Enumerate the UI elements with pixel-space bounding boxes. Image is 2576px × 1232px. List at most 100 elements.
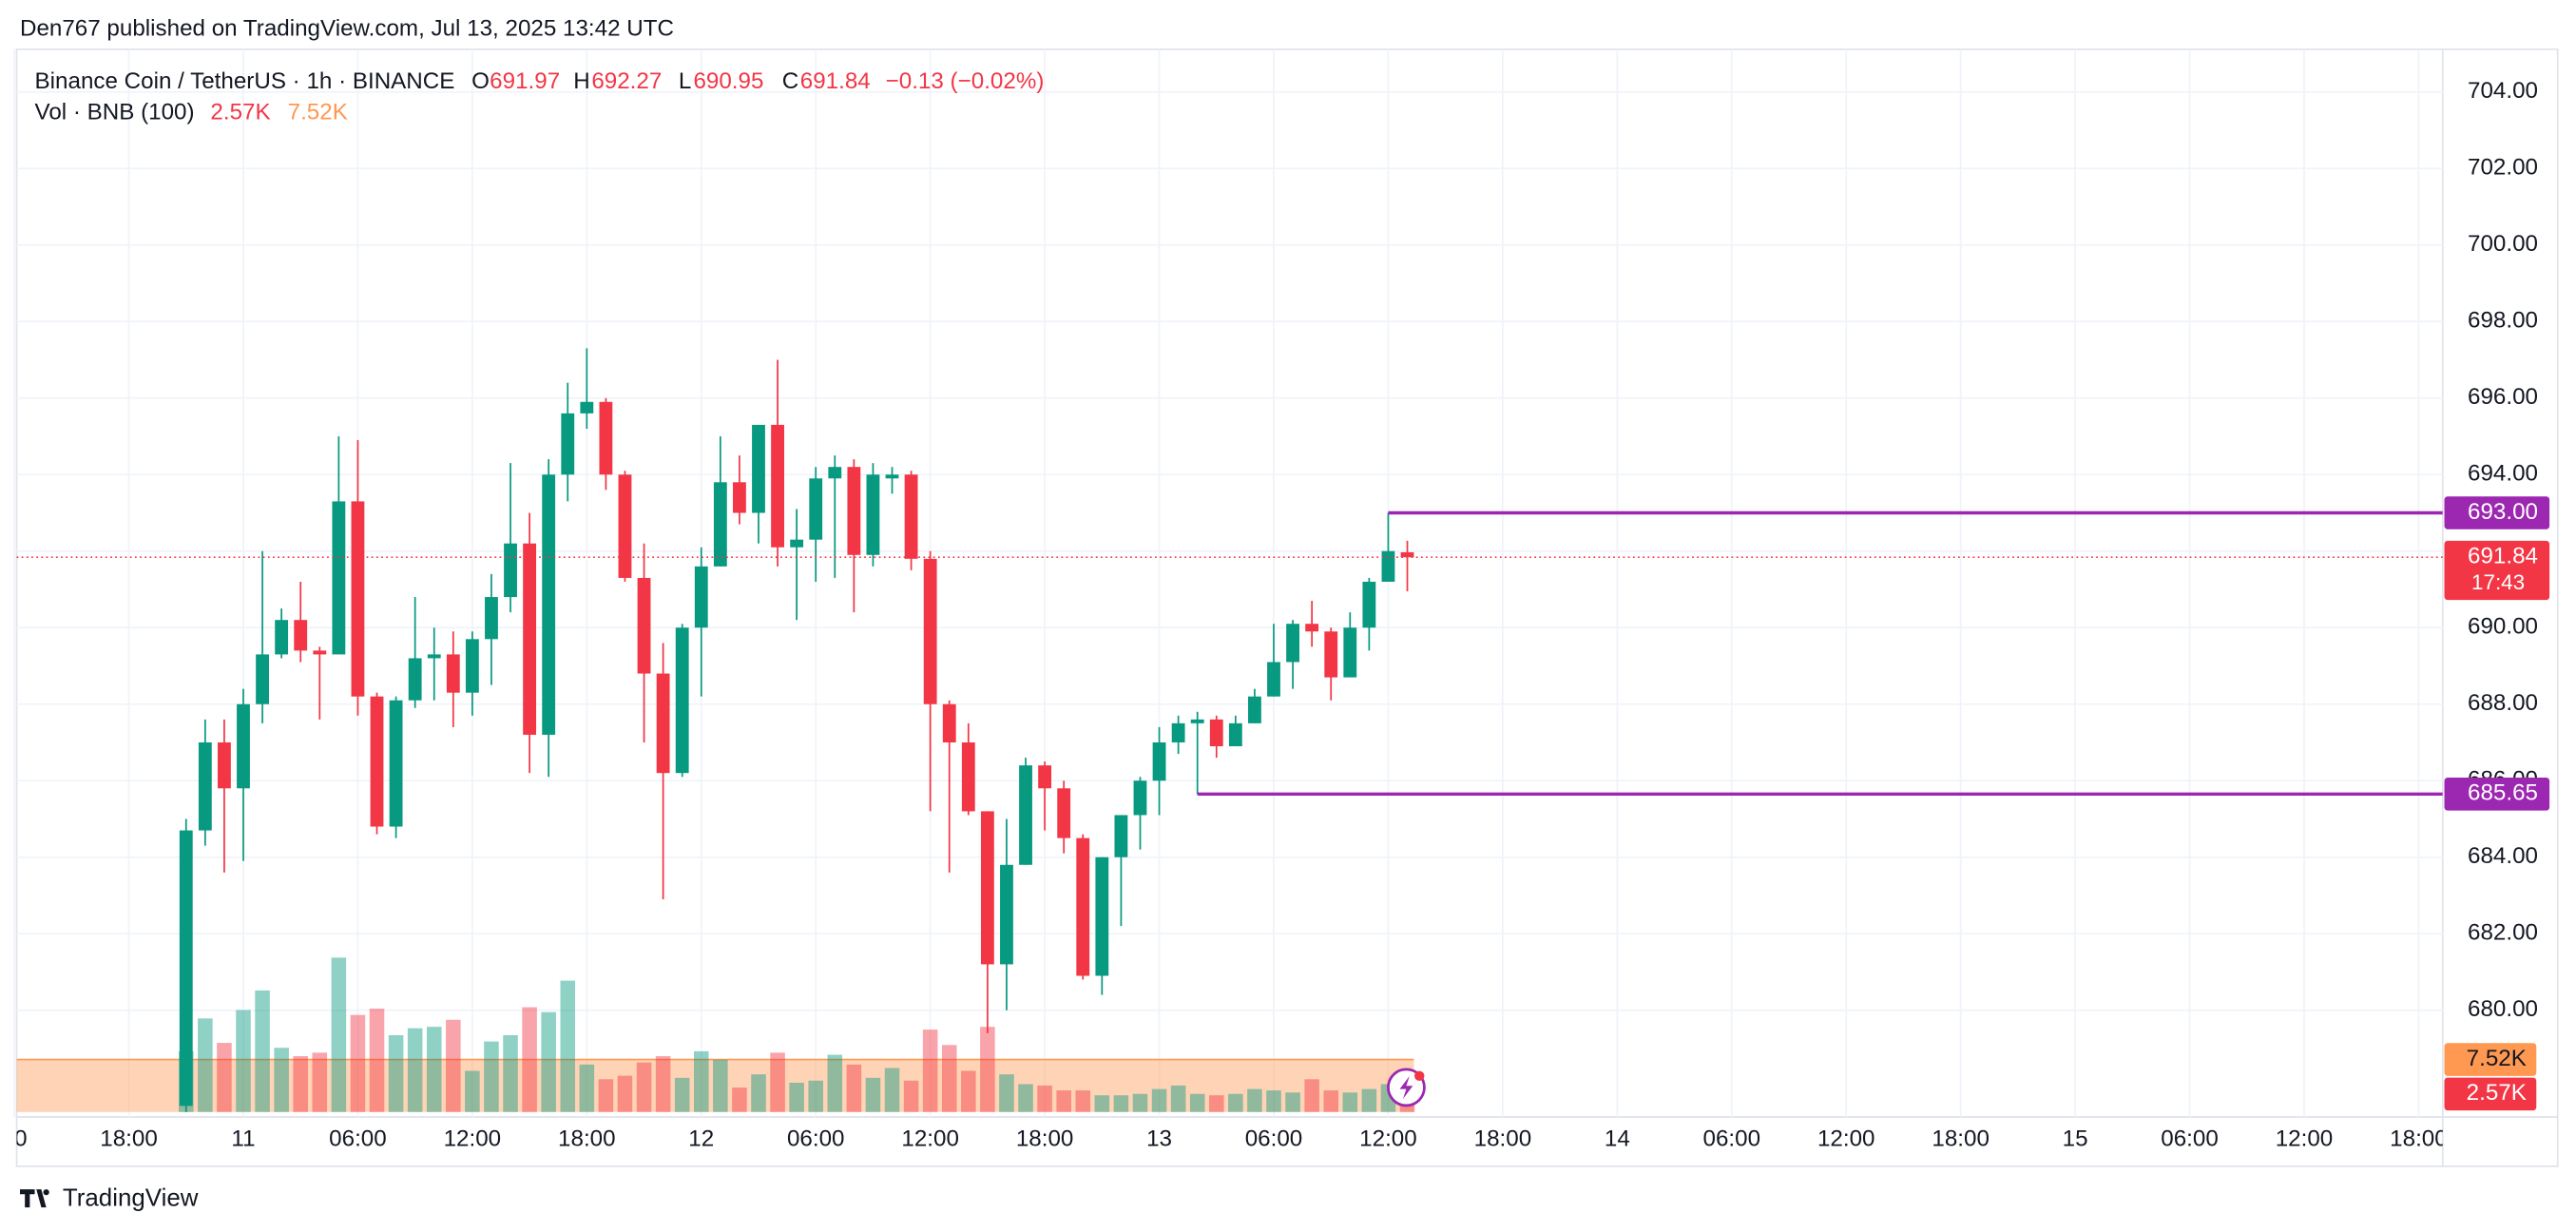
candle-body bbox=[675, 627, 689, 774]
brand-name[interactable]: TradingView bbox=[63, 1184, 199, 1211]
candle-body bbox=[656, 673, 670, 774]
candle-body bbox=[1228, 722, 1242, 747]
candle-body bbox=[1400, 551, 1414, 558]
publisher-line: Den767 published on TradingView.com, Jul… bbox=[20, 15, 674, 41]
ohlc-low: 690.95 bbox=[693, 68, 763, 94]
candle-body bbox=[1133, 780, 1147, 816]
candle-body bbox=[1171, 722, 1185, 742]
y-tick-label: 694.00 bbox=[2468, 461, 2538, 487]
candle-body bbox=[237, 703, 250, 789]
candle-body bbox=[294, 620, 308, 651]
candle-body bbox=[694, 566, 708, 628]
volume-bar bbox=[198, 1018, 213, 1112]
candle-body bbox=[1267, 662, 1280, 697]
ohlc-prefix: C bbox=[782, 68, 798, 94]
candle-body bbox=[790, 539, 804, 548]
volume-badge bbox=[2444, 1077, 2537, 1111]
volume-badge-label: 2.57K bbox=[2467, 1080, 2527, 1106]
x-tick-label: 18:00 bbox=[1016, 1126, 1074, 1152]
candle-body bbox=[1286, 624, 1299, 663]
volume-bar bbox=[274, 1048, 289, 1112]
candle-body bbox=[198, 741, 212, 831]
candle-body bbox=[313, 650, 327, 655]
candle-body bbox=[485, 597, 498, 640]
candle-body bbox=[218, 741, 231, 789]
level-badge bbox=[2444, 778, 2550, 811]
ohlc-open: 691.97 bbox=[490, 68, 560, 94]
volume-bar bbox=[751, 1074, 766, 1112]
volume-bar bbox=[1228, 1093, 1243, 1112]
volume-bar bbox=[1304, 1079, 1319, 1112]
ohlc-close: 691.84 bbox=[800, 68, 871, 94]
candle-body bbox=[1362, 581, 1376, 628]
candle-body bbox=[465, 639, 479, 693]
y-tick-label: 700.00 bbox=[2468, 231, 2538, 257]
volume-bar bbox=[808, 1080, 823, 1112]
volume-bar bbox=[1209, 1095, 1224, 1112]
candle-body bbox=[847, 467, 861, 555]
y-tick-label: 690.00 bbox=[2468, 614, 2538, 640]
change: −0.13 (−0.02%) bbox=[886, 68, 1045, 94]
y-tick-label: 682.00 bbox=[2468, 920, 2538, 946]
candle-body bbox=[599, 401, 613, 475]
candle-body bbox=[580, 401, 594, 414]
candle-body bbox=[809, 478, 823, 540]
candle-body bbox=[1209, 719, 1223, 747]
candle-body bbox=[561, 413, 575, 475]
candle-body bbox=[389, 700, 403, 827]
level-label: 685.65 bbox=[2468, 780, 2538, 806]
x-tick-label: 18:00 bbox=[2390, 1126, 2448, 1152]
candle-body bbox=[256, 654, 269, 704]
x-tick-label: 12:00 bbox=[2276, 1126, 2334, 1152]
replay-icon[interactable] bbox=[1387, 1068, 1426, 1107]
volume-bar bbox=[636, 1062, 652, 1112]
volume-bar bbox=[846, 1064, 862, 1112]
volume-value: 2.57K bbox=[210, 100, 270, 125]
x-tick-label: 13 bbox=[1146, 1126, 1172, 1152]
x-tick-label: 06:00 bbox=[1703, 1126, 1761, 1152]
volume-bar bbox=[331, 957, 347, 1112]
countdown: 17:43 bbox=[2471, 570, 2525, 594]
volume-bar bbox=[1037, 1085, 1052, 1112]
volume-ma-badge bbox=[2444, 1043, 2537, 1076]
x-tick-label: 12:00 bbox=[1817, 1126, 1875, 1152]
y-tick-label: 688.00 bbox=[2468, 690, 2538, 716]
x-tick-label: 12:00 bbox=[1359, 1126, 1417, 1152]
candle-body bbox=[1057, 788, 1071, 838]
volume-bar bbox=[1132, 1093, 1148, 1112]
candle-body bbox=[904, 474, 918, 559]
y-tick-label: 698.00 bbox=[2468, 308, 2538, 334]
candle-body bbox=[1343, 627, 1357, 678]
volume-bar bbox=[1247, 1088, 1262, 1112]
volume-bar bbox=[350, 1014, 366, 1112]
volume-bar bbox=[293, 1056, 308, 1112]
y-tick-label: 704.00 bbox=[2468, 78, 2538, 104]
candle-body bbox=[427, 654, 441, 659]
ohlc-high: 692.27 bbox=[591, 68, 662, 94]
volume-bar bbox=[1113, 1095, 1129, 1112]
volume-bar bbox=[884, 1068, 900, 1112]
candle-body bbox=[1038, 765, 1052, 789]
ohlc-prefix: H bbox=[573, 68, 589, 94]
candle-body bbox=[942, 703, 956, 742]
x-tick-label: 06:00 bbox=[1245, 1126, 1303, 1152]
volume-bar bbox=[560, 980, 576, 1112]
candle-body bbox=[275, 620, 289, 655]
candle-body bbox=[752, 424, 765, 513]
brand-logo[interactable]: TradingView bbox=[19, 1184, 199, 1211]
volume-bar bbox=[484, 1041, 499, 1112]
volume-bar bbox=[446, 1019, 461, 1112]
price-axis: 704.00702.00700.00698.00696.00694.00692.… bbox=[2444, 78, 2550, 1111]
x-tick-label: 14 bbox=[1605, 1126, 1630, 1152]
candle-body bbox=[408, 658, 422, 701]
volume-bar bbox=[999, 1074, 1014, 1112]
candle-body bbox=[523, 543, 537, 735]
volume-bar bbox=[865, 1077, 881, 1112]
volume-bar bbox=[1018, 1084, 1033, 1112]
volume-ma-area bbox=[16, 1059, 1414, 1112]
candle-body bbox=[351, 501, 365, 697]
candle-body bbox=[1095, 857, 1109, 976]
volume-bar bbox=[579, 1064, 595, 1112]
volume-ma-value: 7.52K bbox=[288, 100, 348, 125]
